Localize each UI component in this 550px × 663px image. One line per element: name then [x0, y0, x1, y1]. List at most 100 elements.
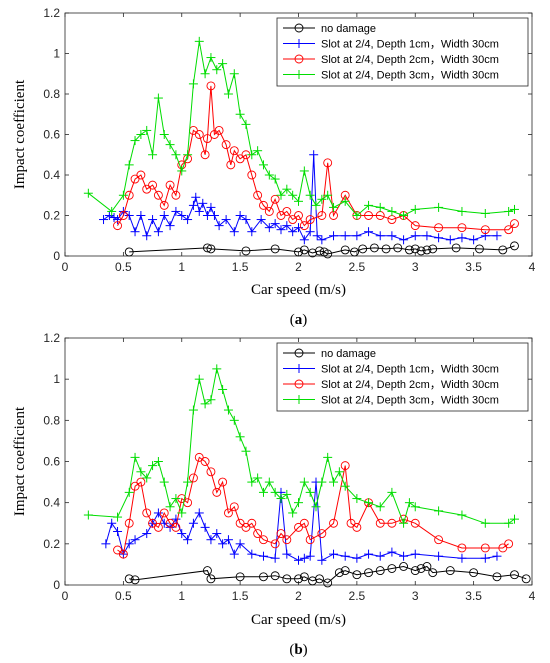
data-point	[329, 231, 339, 241]
data-point	[148, 461, 158, 471]
data-point	[209, 211, 219, 220]
data-point	[276, 494, 286, 504]
data-point	[312, 231, 322, 241]
x-tick-label: 2.5	[349, 589, 366, 603]
data-point	[194, 374, 204, 384]
data-point	[346, 518, 356, 528]
data-point	[118, 190, 128, 200]
x-tick-label: 4	[529, 589, 536, 603]
data-point	[165, 221, 175, 231]
data-point	[258, 487, 268, 497]
data-point	[364, 227, 374, 237]
data-point	[206, 53, 216, 63]
data-point	[206, 395, 216, 405]
data-point	[375, 502, 385, 512]
data-point	[352, 494, 362, 504]
data-point	[247, 549, 257, 559]
data-point	[305, 551, 315, 561]
data-point	[276, 225, 286, 235]
data-point	[305, 227, 315, 237]
legend: no damage Slot at 2/4, Depth 1cm，Width 30…	[276, 342, 529, 412]
x-tick-label: 3.5	[465, 260, 482, 274]
data-point	[136, 477, 146, 487]
data-point	[130, 452, 140, 462]
data-point	[315, 574, 324, 584]
data-point	[294, 574, 303, 584]
data-point	[253, 146, 263, 156]
data-point	[288, 508, 298, 518]
data-point	[381, 244, 391, 254]
data-point	[241, 246, 251, 256]
data-point	[159, 477, 169, 487]
data-point	[200, 69, 210, 79]
data-point	[214, 221, 224, 231]
data-point	[340, 566, 350, 576]
data-point	[323, 158, 333, 168]
data-point	[142, 508, 152, 518]
data-point	[399, 235, 409, 245]
x-tick-label: 4	[529, 260, 536, 274]
x-tick-label: 0	[62, 260, 69, 274]
data-point	[206, 244, 216, 254]
data-point	[183, 535, 193, 545]
data-point	[457, 223, 467, 233]
data-point	[299, 245, 309, 255]
data-point	[498, 245, 508, 255]
y-tick-label: 0.6	[43, 128, 60, 142]
data-point	[194, 130, 204, 139]
x-tick-label: 0	[62, 589, 69, 603]
data-point	[118, 549, 128, 559]
data-point	[200, 457, 210, 466]
data-point	[288, 190, 298, 200]
legend-marker	[294, 348, 304, 358]
data-point	[387, 564, 397, 573]
data-point	[113, 526, 123, 536]
data-point	[241, 522, 251, 532]
data-point	[323, 452, 333, 462]
data-point	[294, 247, 303, 257]
data-point	[235, 518, 245, 528]
data-point	[352, 570, 362, 580]
data-point	[480, 231, 490, 241]
legend-marker	[294, 23, 304, 33]
legend-label: Slot at 2/4, Depth 2cm，Width 30cm	[321, 379, 499, 391]
data-point	[142, 473, 152, 483]
data-point	[124, 574, 134, 584]
data-point	[142, 231, 152, 241]
data-point	[247, 477, 257, 487]
data-point	[177, 166, 187, 176]
data-point	[124, 518, 134, 528]
y-tick-label: 0.8	[43, 413, 60, 427]
x-tick-label: 0.5	[115, 260, 132, 274]
data-point	[177, 211, 187, 220]
data-point	[259, 535, 268, 545]
data-point	[282, 184, 292, 194]
data-point	[107, 206, 117, 216]
data-point	[241, 215, 251, 225]
data-point	[323, 190, 333, 200]
data-point	[399, 562, 409, 571]
data-point	[264, 170, 274, 180]
data-point	[451, 243, 461, 253]
data-point	[504, 518, 514, 528]
data-point	[159, 200, 169, 210]
data-point	[315, 246, 324, 256]
data-point	[200, 150, 210, 160]
data-point	[329, 477, 339, 487]
y-tick-label: 0.2	[43, 209, 60, 223]
data-point	[241, 446, 251, 456]
data-point	[387, 231, 397, 241]
data-point	[504, 206, 514, 216]
data-point	[457, 233, 467, 243]
data-point	[457, 510, 467, 520]
data-point	[334, 467, 344, 477]
data-point	[340, 196, 350, 206]
data-point	[202, 566, 212, 576]
data-point	[247, 227, 257, 237]
x-tick-label: 1.5	[232, 589, 249, 603]
data-point	[188, 200, 198, 210]
legend-label: no damage	[321, 23, 376, 35]
data-point	[387, 206, 397, 216]
data-point	[521, 574, 531, 584]
data-point	[445, 235, 455, 245]
